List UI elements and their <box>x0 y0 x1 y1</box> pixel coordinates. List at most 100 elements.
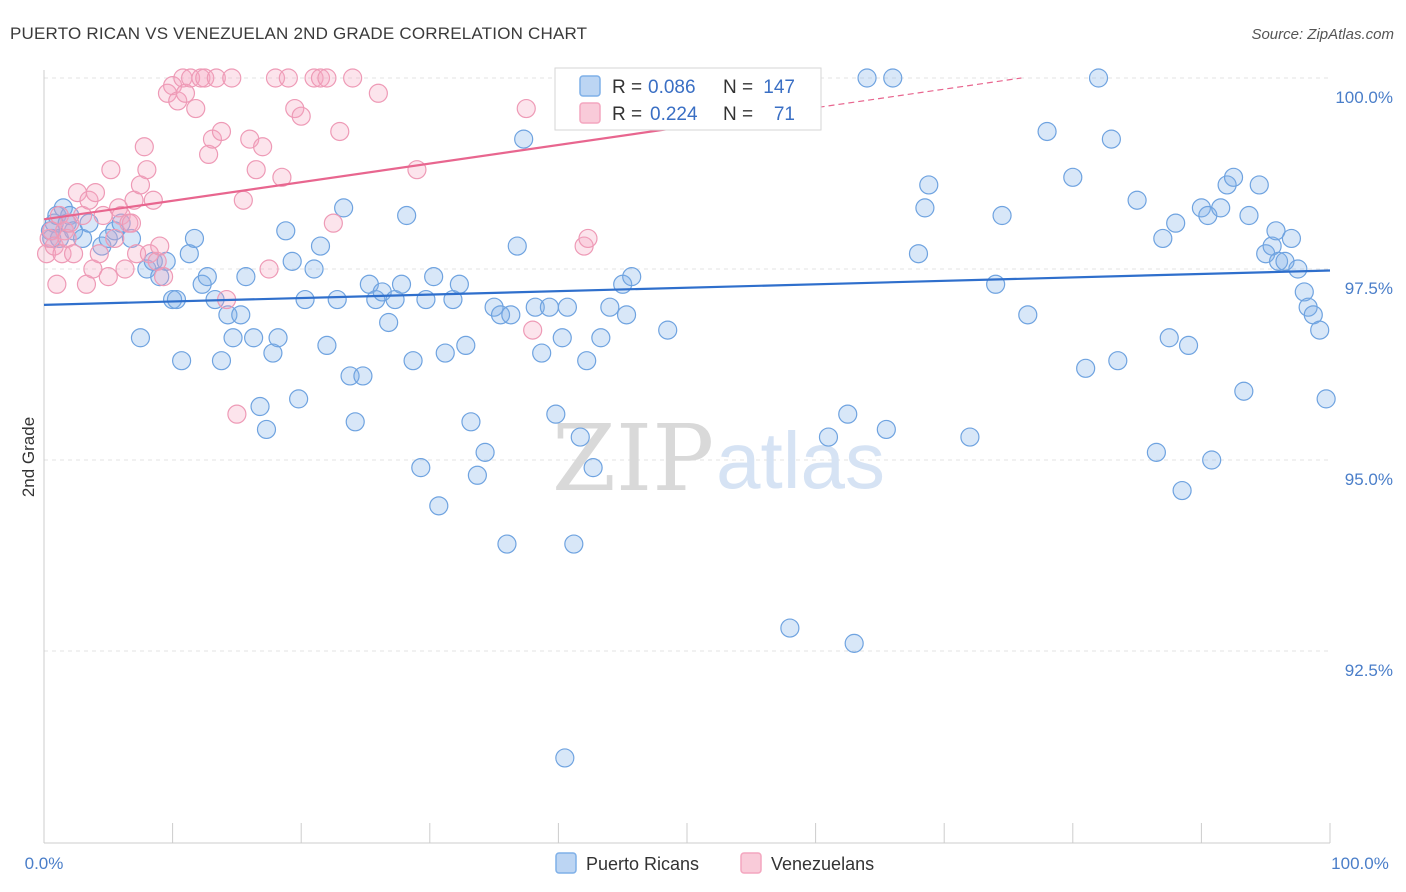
venezuelans-point-41 <box>181 68 201 88</box>
puerto-ricans-point-111 <box>992 205 1012 226</box>
venezuelans-point-70 <box>516 98 536 119</box>
venezuelans-point-47 <box>206 68 226 88</box>
puerto-ricans-point-104 <box>876 419 896 440</box>
venezuelans-point-40 <box>175 83 196 103</box>
legend-n-value-venezuelans: 71 <box>774 104 795 125</box>
puerto-ricans-point-110 <box>986 274 1006 294</box>
puerto-ricans-point-63 <box>435 343 455 363</box>
venezuelans-point-17 <box>89 244 109 264</box>
venezuelans-point-64 <box>317 68 337 88</box>
venezuelans-point-75 <box>121 213 142 233</box>
puerto-ricans-point-123 <box>1166 213 1186 233</box>
x-tick-label-max: 100.0% <box>1331 854 1389 873</box>
venezuelans-point-69 <box>407 160 427 180</box>
puerto-ricans-point-103 <box>857 68 877 88</box>
venezuelans-point-63 <box>310 68 331 88</box>
venezuelans-point-24 <box>115 259 135 279</box>
venezuelans-point-29 <box>134 137 154 157</box>
puerto-ricans-point-57 <box>397 205 417 226</box>
venezuelans-point-51 <box>227 404 247 424</box>
venezuelans-point-50 <box>222 68 242 88</box>
venezuelans-point-68 <box>368 83 388 103</box>
puerto-ricans-point-94 <box>658 320 678 340</box>
puerto-ricans-point-16 <box>130 328 151 348</box>
puerto-ricans-point-84 <box>577 351 597 371</box>
puerto-ricans-point-50 <box>353 366 373 386</box>
puerto-ricans-point-35 <box>250 396 270 417</box>
venezuelans-point-59 <box>278 68 298 88</box>
puerto-ricans-point-32 <box>231 305 251 325</box>
puerto-ricans-point-85 <box>583 458 603 478</box>
puerto-ricans-point-145 <box>1316 389 1336 409</box>
y-tick-labels: 92.5% 95.0% 97.5% 100.0% <box>1335 88 1393 680</box>
puerto-ricans-point-70 <box>484 297 504 317</box>
venezuelans-point-0 <box>36 244 57 264</box>
puerto-ricans-point-54 <box>379 312 399 333</box>
puerto-ricans-point-82 <box>564 534 584 554</box>
puerto-ricans-point-139 <box>1281 228 1302 249</box>
puerto-ricans-point-31 <box>223 328 243 348</box>
puerto-ricans-point-61 <box>424 267 444 287</box>
venezuelans-point-67 <box>343 68 363 88</box>
watermark-atlas: atlas <box>716 416 885 505</box>
venezuelans-point-71 <box>523 320 543 340</box>
puerto-ricans-point-126 <box>1191 198 1212 218</box>
legend-r-value-venezuelans: 0.224 <box>650 104 698 125</box>
puerto-ricans-point-113 <box>1037 121 1057 142</box>
puerto-ricans-point-118 <box>1108 351 1128 371</box>
y-tick-label-3: 100.0% <box>1335 88 1393 107</box>
puerto-ricans-point-39 <box>276 221 296 241</box>
puerto-ricans-point-75 <box>514 129 534 149</box>
puerto-ricans-point-114 <box>1063 167 1083 187</box>
puerto-ricans-point-117 <box>1101 129 1121 149</box>
venezuelans-point-23 <box>111 205 131 226</box>
puerto-ricans-point-107 <box>915 198 935 218</box>
puerto-ricans-point-12 <box>98 228 118 249</box>
puerto-ricans-point-89 <box>616 305 637 325</box>
puerto-ricans-point-29 <box>211 351 232 371</box>
puerto-ricans-point-65 <box>449 274 469 294</box>
puerto-ricans-point-147 <box>555 748 575 768</box>
venezuelans-point-52 <box>233 190 253 210</box>
puerto-ricans-point-79 <box>546 404 566 424</box>
puerto-ricans-point-25 <box>184 228 205 249</box>
puerto-ricans-point-27 <box>197 267 217 287</box>
chart-source: Source: ZipAtlas.com <box>1251 26 1394 43</box>
puerto-ricans-point-62 <box>429 496 449 516</box>
venezuelans-point-56 <box>259 259 279 279</box>
puerto-ricans-point-137 <box>1268 251 1289 271</box>
venezuelans-point-65 <box>323 213 343 233</box>
legend-n-label-2: N = <box>723 104 753 125</box>
venezuelans-point-19 <box>98 267 118 287</box>
watermark-zip: ZIP <box>552 405 714 512</box>
puerto-ricans-point-133 <box>1249 175 1269 195</box>
puerto-ricans-point-140 <box>1288 259 1308 279</box>
venezuelans-point-38 <box>168 91 188 111</box>
venezuelans-point-32 <box>143 190 163 210</box>
puerto-ricans-point-60 <box>416 289 436 310</box>
puerto-ricans-point-15 <box>121 228 142 249</box>
legend-r-label-2: R = <box>612 104 642 125</box>
puerto-ricans-point-109 <box>960 427 980 447</box>
puerto-ricans-point-146 <box>1202 450 1222 470</box>
puerto-ricans-point-106 <box>908 244 929 264</box>
series-legend-label-puerto-ricans: Puerto Ricans <box>586 854 699 874</box>
puerto-ricans-point-121 <box>1153 228 1173 249</box>
puerto-ricans-point-45 <box>317 335 337 355</box>
puerto-ricans-point-71 <box>490 305 511 325</box>
puerto-ricans-point-41 <box>289 389 309 409</box>
puerto-ricans-point-125 <box>1178 335 1199 355</box>
puerto-ricans-point-69 <box>475 442 495 462</box>
legend-swatch-venezuelans <box>579 102 601 124</box>
gridlines <box>44 77 1330 652</box>
puerto-ricans-point-42 <box>295 289 315 310</box>
venezuelans-point-20 <box>101 160 121 180</box>
venezuelans-point-30 <box>137 160 157 180</box>
puerto-ricans-point-36 <box>256 419 277 440</box>
series-legend: Puerto Ricans Venezuelans <box>555 852 874 874</box>
venezuelans-point-34 <box>150 236 170 256</box>
puerto-ricans-point-46 <box>327 289 347 310</box>
puerto-ricans-point-100 <box>818 427 839 447</box>
puerto-ricans-point-44 <box>310 236 331 256</box>
